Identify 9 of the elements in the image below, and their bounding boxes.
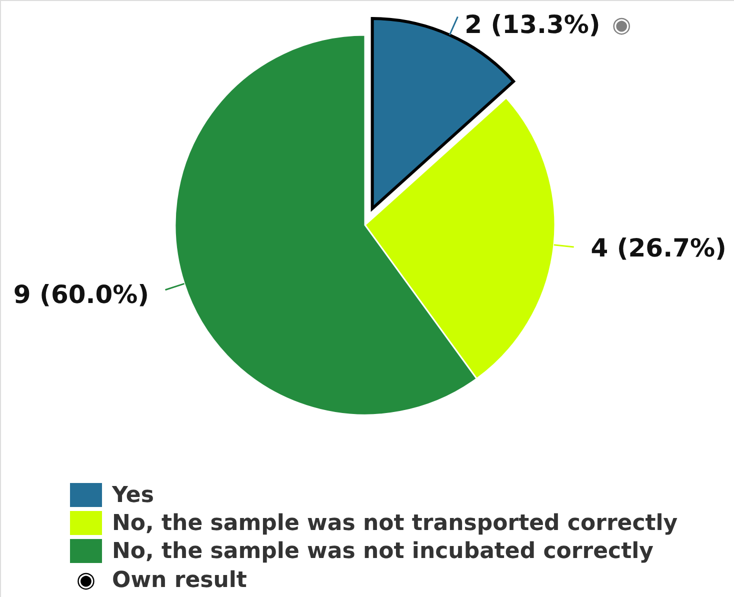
legend-label: No, the sample was not incubated correctly: [112, 539, 654, 564]
text: ◉: [612, 13, 632, 38]
data-label: 4 (26.7%): [590, 234, 726, 263]
data-label: 9 (60.0%): [13, 280, 150, 310]
text: ◉: [76, 568, 96, 593]
text: Own result: [112, 568, 248, 593]
legend-label: Yes: [111, 483, 154, 508]
legend-label: No, the sample was not transported correctly: [112, 511, 678, 536]
data-label: 2 (13.3%): [464, 10, 600, 39]
